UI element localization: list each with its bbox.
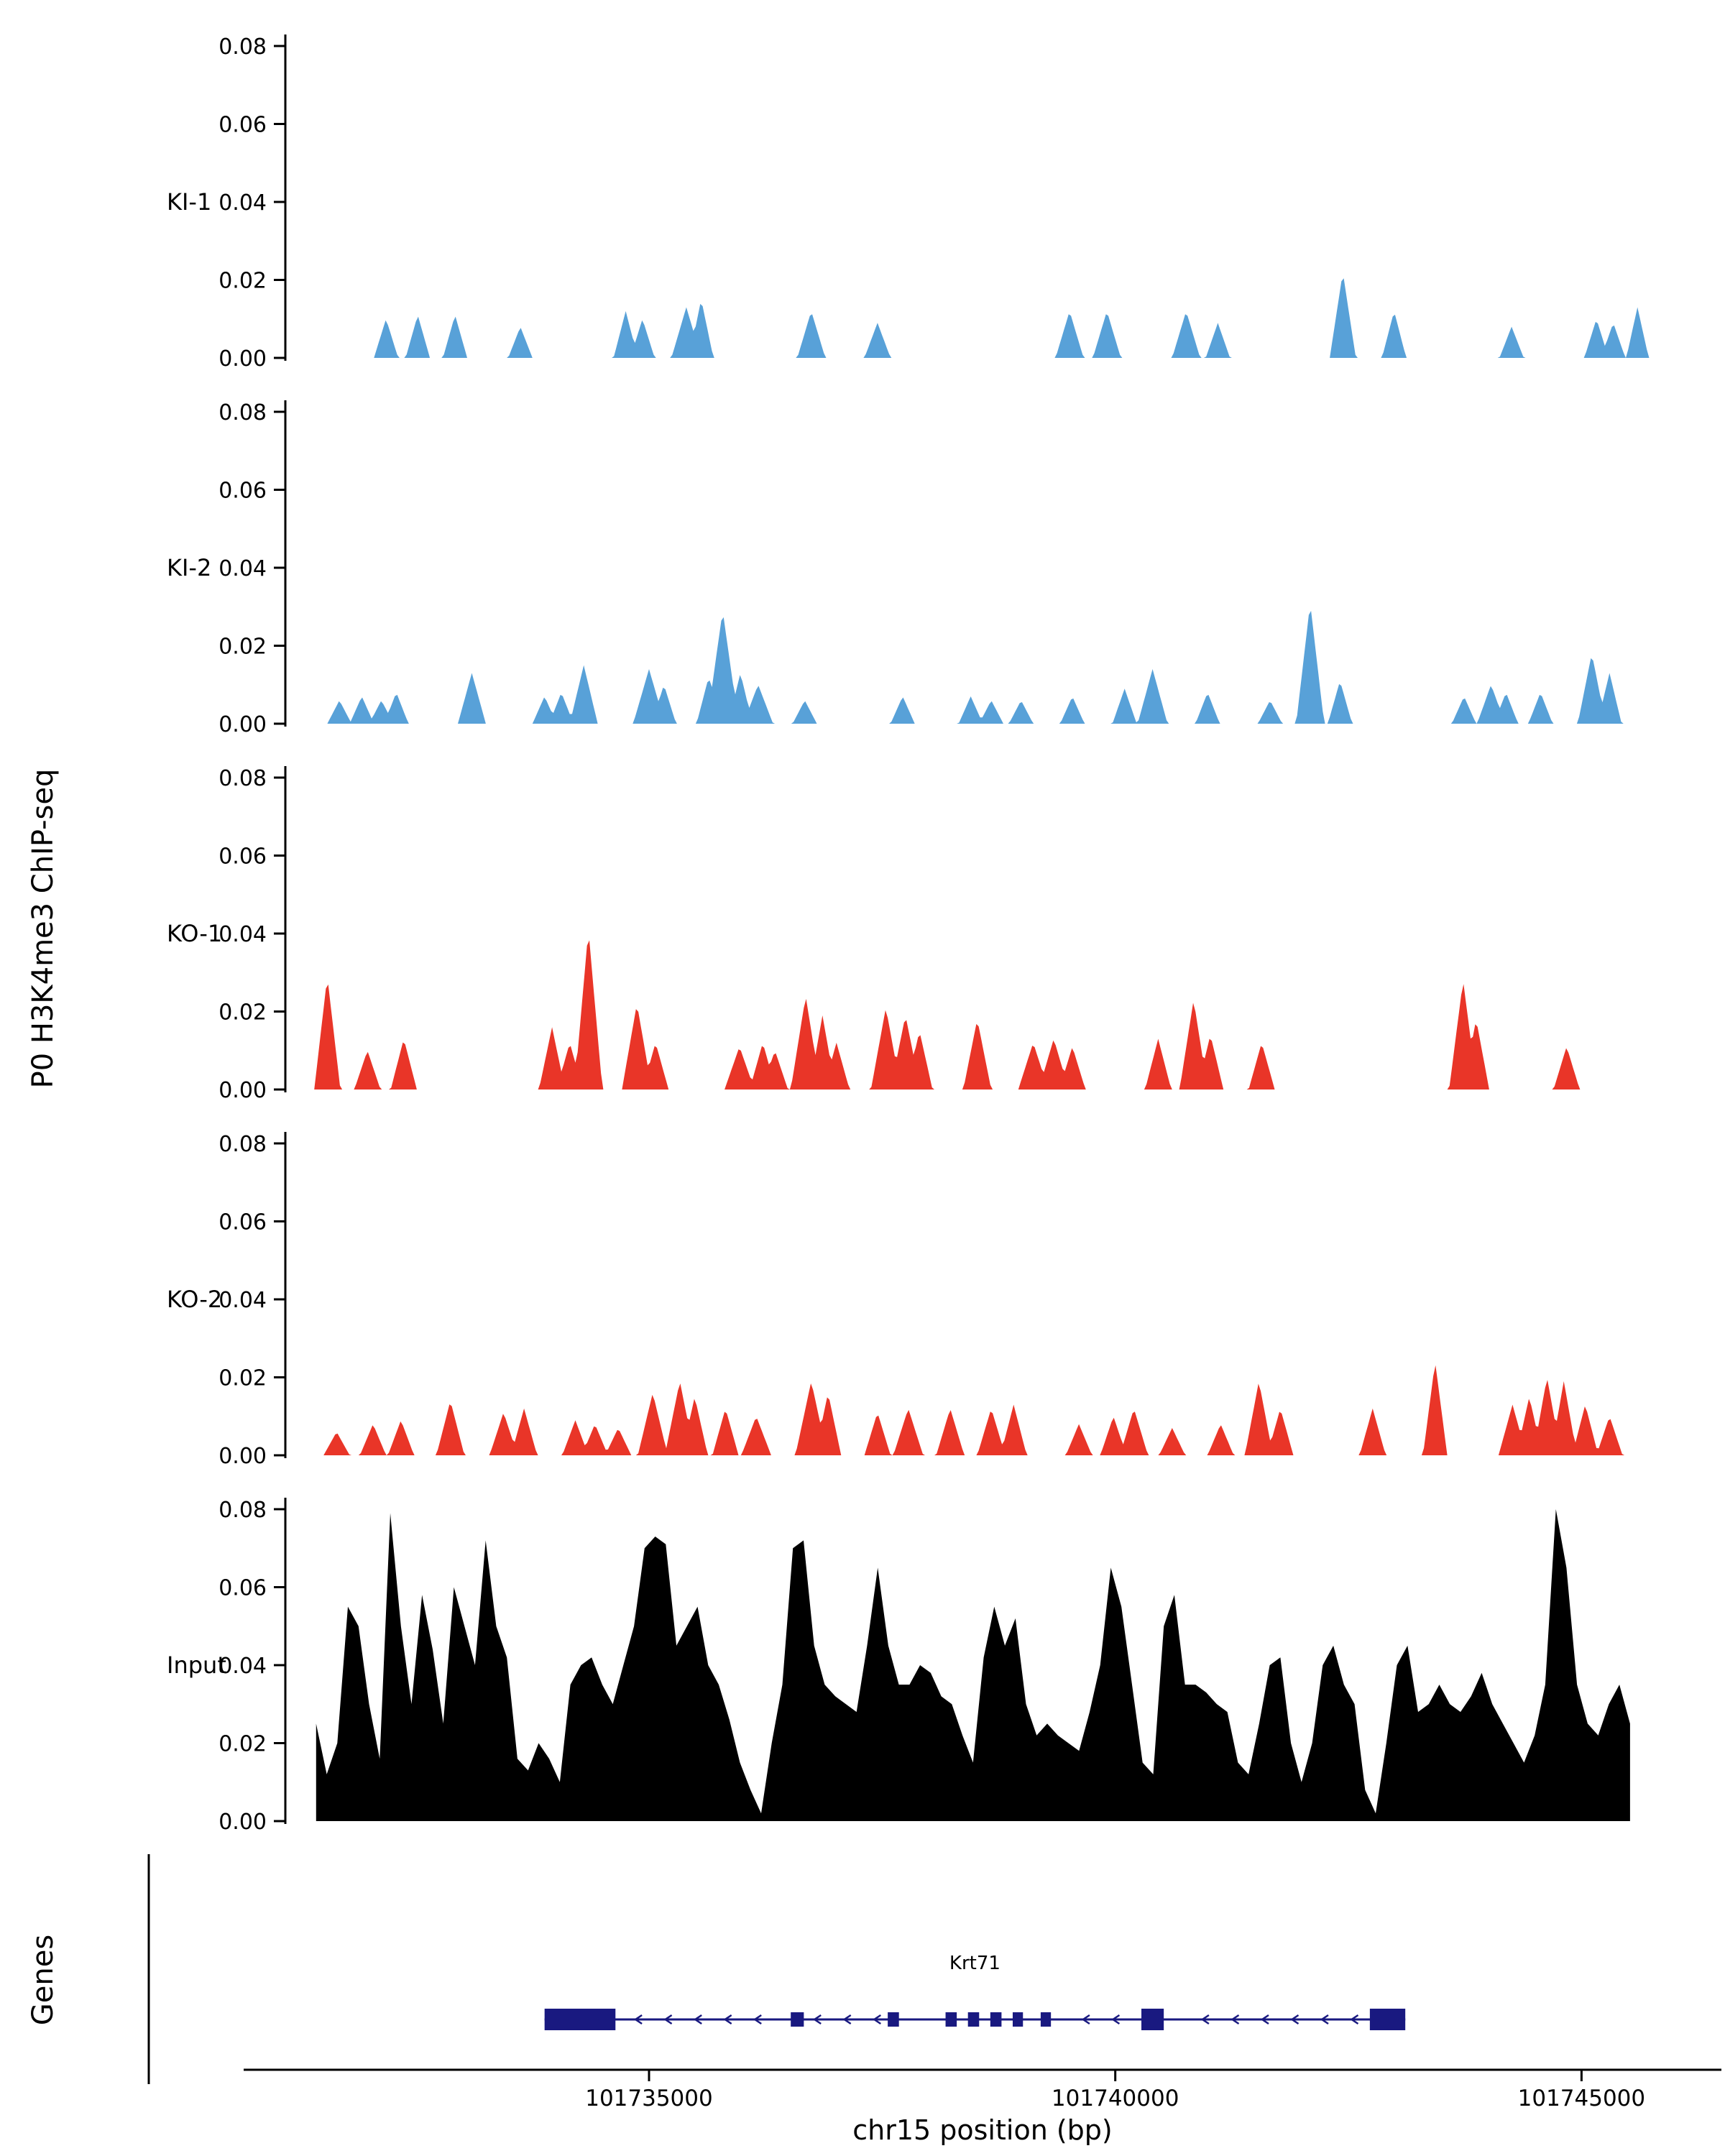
strand-arrow-left-icon <box>1230 2014 1240 2025</box>
y-tick-label: 0.06 <box>218 1210 267 1235</box>
strand-arrow-left-icon <box>663 2014 673 2025</box>
gene-exon <box>1040 2012 1052 2027</box>
signal-area-ko-2 <box>321 1365 1625 1455</box>
strand-arrow-left-icon <box>753 2014 762 2025</box>
track-label-ko-2: KO-2 <box>167 1286 222 1313</box>
gene-name-label: Krt71 <box>949 1953 1000 1974</box>
y-tick-label: 0.04 <box>218 1288 267 1313</box>
strand-arrow-left-icon <box>1200 2014 1210 2025</box>
gene-exon <box>1012 2012 1024 2027</box>
strand-arrow-left-icon <box>1290 2014 1300 2025</box>
gene-exon <box>888 2012 899 2027</box>
gene-exon <box>1141 2009 1164 2030</box>
x-tick-label: 101740000 <box>1052 2086 1179 2111</box>
y-tick-label: 0.00 <box>218 1810 267 1835</box>
x-axis-title: chr15 position (bp) <box>852 2114 1113 2146</box>
y-tick-label: 0.08 <box>218 1498 267 1523</box>
y-tick-label: 0.08 <box>218 400 267 425</box>
y-tick-label: 0.02 <box>218 1366 267 1391</box>
strand-arrow-left-icon <box>1260 2014 1269 2025</box>
y-tick-label: 0.02 <box>218 635 267 660</box>
y-tick-label: 0.02 <box>218 1732 267 1757</box>
y-tick-label: 0.00 <box>218 1444 267 1469</box>
track-label-ki-2: KI-2 <box>167 554 211 581</box>
signal-area-input <box>316 1509 1630 1821</box>
y-tick-label: 0.02 <box>218 1000 267 1026</box>
strand-arrow-left-icon <box>1081 2014 1090 2025</box>
gene-exon <box>945 2012 957 2027</box>
y-tick-label: 0.08 <box>218 1132 267 1157</box>
y-tick-label: 0.00 <box>218 346 267 372</box>
y-tick-label: 0.02 <box>218 269 267 294</box>
y-tick-label: 0.04 <box>218 922 267 947</box>
y-tick-label: 0.06 <box>218 113 267 138</box>
strand-arrow-left-icon <box>873 2014 881 2025</box>
strand-arrow-left-icon <box>723 2014 732 2025</box>
y-tick-label: 0.00 <box>218 1078 267 1103</box>
strand-arrow-left-icon <box>633 2014 643 2025</box>
strand-arrow-left-icon <box>812 2014 822 2025</box>
y-tick-label: 0.08 <box>218 766 267 791</box>
y-tick-label: 0.06 <box>218 1576 267 1601</box>
strand-arrow-left-icon <box>693 2014 702 2025</box>
track-label-input: Input <box>167 1651 226 1679</box>
signal-area-ki-2 <box>325 611 1624 724</box>
strand-arrow-left-icon <box>1320 2014 1329 2025</box>
signal-area-ko-1 <box>312 940 1581 1089</box>
y-tick-label: 0.00 <box>218 712 267 737</box>
x-tick-label: 101745000 <box>1518 2086 1646 2111</box>
gene-exon <box>967 2012 980 2027</box>
y-tick-label: 0.04 <box>218 190 267 216</box>
y-tick-label: 0.06 <box>218 479 267 504</box>
x-tick-label: 101735000 <box>585 2086 713 2111</box>
y-tick-label: 0.04 <box>218 1654 267 1679</box>
gene-exon <box>1369 2009 1406 2030</box>
strand-arrow-left-icon <box>1350 2014 1359 2025</box>
y-tick-label: 0.04 <box>218 556 267 581</box>
signal-area-ki-1 <box>372 278 1650 358</box>
gene-exon <box>990 2012 1002 2027</box>
gene-exon <box>791 2012 804 2027</box>
strand-arrow-left-icon <box>1111 2014 1121 2025</box>
gene-exon <box>544 2009 616 2030</box>
track-label-ko-1: KO-1 <box>167 920 222 947</box>
y-tick-label: 0.06 <box>218 844 267 870</box>
y-tick-label: 0.08 <box>218 34 267 60</box>
track-label-ki-1: KI-1 <box>167 188 211 216</box>
strand-arrow-left-icon <box>842 2014 852 2025</box>
